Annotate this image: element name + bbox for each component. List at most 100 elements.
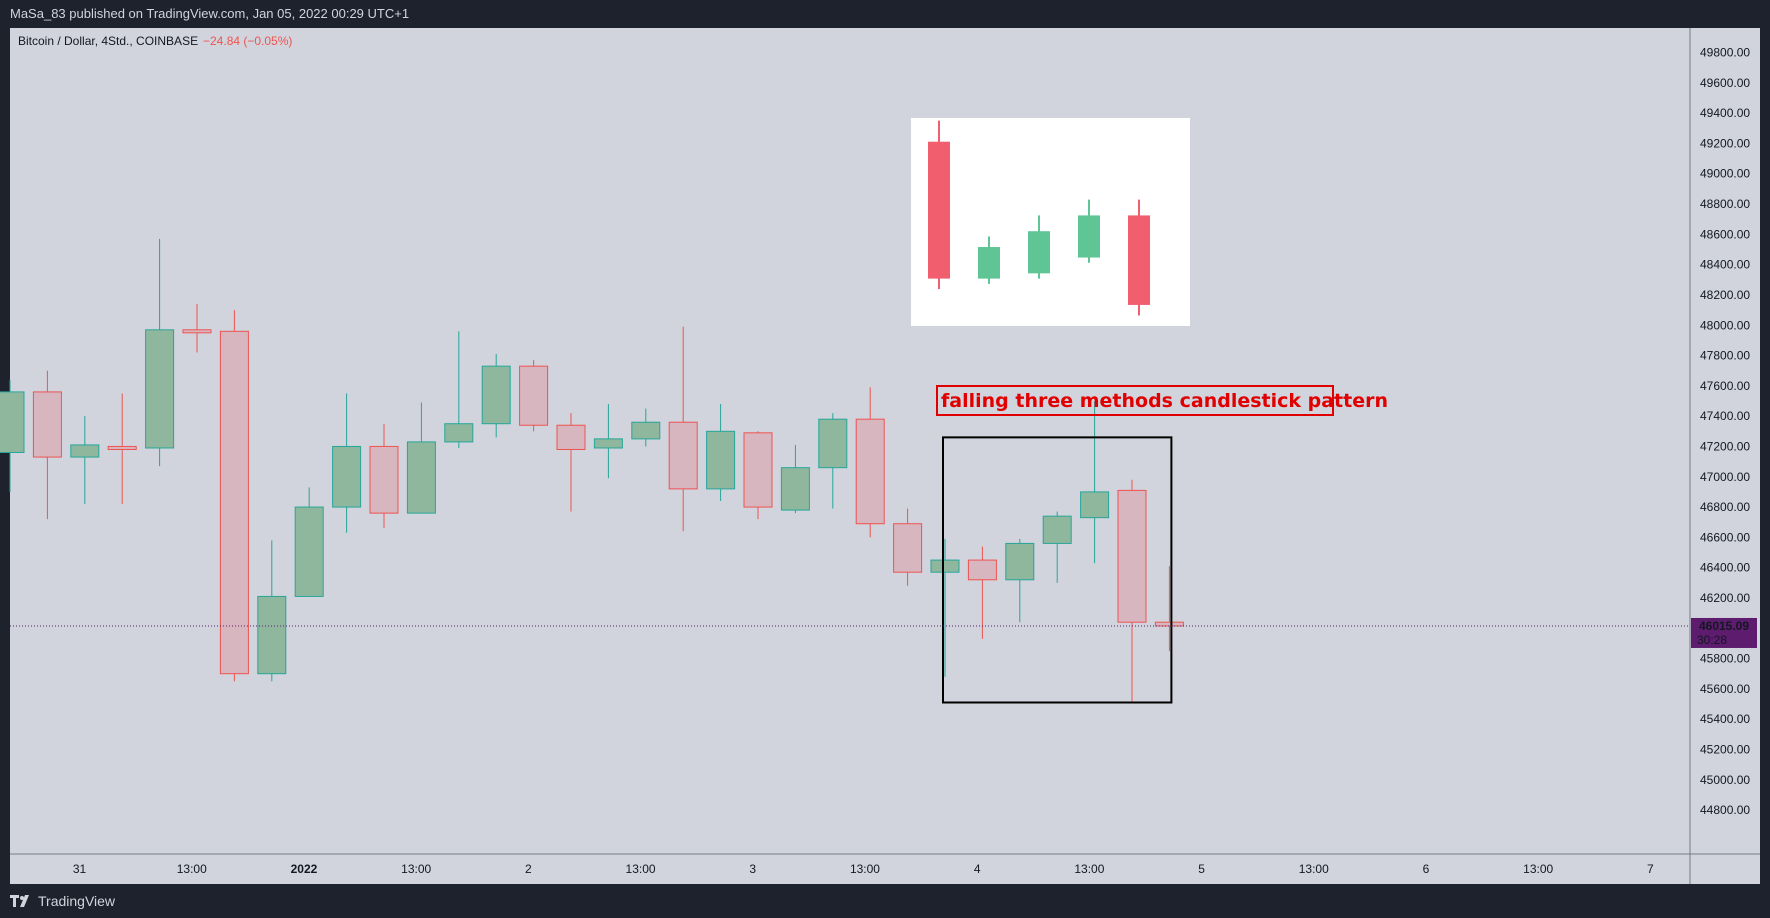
price-tick-label: 47600.00 xyxy=(1700,379,1750,393)
candle-body xyxy=(0,391,25,454)
annotation-layer: falling three methods candlestick patter… xyxy=(936,385,1388,704)
price-tick-label: 49000.00 xyxy=(1700,167,1750,181)
candle xyxy=(219,310,249,682)
price-tick-label: 48400.00 xyxy=(1700,258,1750,272)
price-tick-label: 49400.00 xyxy=(1700,106,1750,120)
price-tick-label: 46600.00 xyxy=(1700,530,1750,544)
price-tick-label: 48600.00 xyxy=(1700,227,1750,241)
candle xyxy=(668,326,698,532)
time-tick-label: 13:00 xyxy=(850,862,880,876)
time-tick-label: 7 xyxy=(1647,862,1654,876)
candle-body xyxy=(481,365,511,425)
price-tick-label: 47200.00 xyxy=(1700,439,1750,453)
price-tick-label: 47400.00 xyxy=(1700,409,1750,423)
time-tick-label: 3 xyxy=(749,862,756,876)
candle xyxy=(70,416,100,505)
candle xyxy=(743,431,773,520)
time-axis-background[interactable] xyxy=(10,854,1690,884)
candle-body xyxy=(668,421,698,490)
candle xyxy=(780,444,810,514)
candle xyxy=(556,413,586,512)
candle-body xyxy=(706,430,736,490)
pattern-label[interactable]: falling three methods candlestick patter… xyxy=(941,390,1388,412)
candle xyxy=(930,538,960,677)
time-tick-label: 6 xyxy=(1423,862,1430,876)
time-tick-label: 13:00 xyxy=(1299,862,1329,876)
candle-body xyxy=(257,595,287,675)
candle-body xyxy=(1005,542,1035,581)
candle xyxy=(444,331,474,448)
published-text: MaSa_83 published on TradingView.com, Ja… xyxy=(10,6,410,21)
candle xyxy=(257,540,287,682)
time-tick-label: 4 xyxy=(974,862,981,876)
price-tick-label: 47800.00 xyxy=(1700,349,1750,363)
candle xyxy=(706,404,736,501)
candle xyxy=(893,508,923,586)
candle xyxy=(1042,511,1072,583)
candle xyxy=(32,370,62,520)
price-tick-label: 45000.00 xyxy=(1700,773,1750,787)
candle-body xyxy=(332,445,362,508)
candle xyxy=(631,408,661,447)
candle-body xyxy=(893,523,923,573)
time-tick-label: 13:00 xyxy=(626,862,656,876)
symbol-legend: Bitcoin / Dollar, 4Std., COINBASE xyxy=(18,34,198,48)
inset-candle-body xyxy=(978,247,1000,279)
candle xyxy=(481,354,511,438)
time-tick-label: 31 xyxy=(73,862,87,876)
change-legend: −24.84 (−0.05%) xyxy=(203,34,292,48)
inset-candle-body xyxy=(1078,215,1100,258)
price-tick-label: 44800.00 xyxy=(1700,803,1750,817)
price-axis-background[interactable] xyxy=(1690,28,1760,884)
publish-info-bar: MaSa_83 published on TradingView.com, Ja… xyxy=(0,0,1770,28)
inset-candle xyxy=(1128,199,1150,316)
candle-body xyxy=(519,365,549,426)
time-tick-label: 13:00 xyxy=(1074,862,1104,876)
current-price-tag xyxy=(1691,617,1757,648)
price-tick-label: 48800.00 xyxy=(1700,197,1750,211)
price-tick-label: 45600.00 xyxy=(1700,682,1750,696)
price-tick-label: 49600.00 xyxy=(1700,76,1750,90)
tradingview-brand[interactable]: TradingView xyxy=(38,893,116,909)
pattern-label-border xyxy=(936,385,1334,416)
inset-candle xyxy=(1028,215,1050,279)
pattern-highlight-box[interactable] xyxy=(942,436,1173,704)
candle xyxy=(818,413,848,509)
candle-body xyxy=(743,432,773,508)
time-axis-labels: 31 13:00 2022 13:00 2 13:00 3 13:00 4 13:00 5 13:00… xyxy=(73,862,1654,876)
candle-body xyxy=(182,329,212,334)
time-tick-label: 13:00 xyxy=(177,862,207,876)
candle-body xyxy=(219,330,249,675)
inset-candle xyxy=(1078,199,1100,263)
tradingview-logo-icon[interactable] xyxy=(10,894,32,908)
candle-body xyxy=(294,506,324,597)
inset-candle-body xyxy=(1028,231,1050,274)
candle-body xyxy=(369,445,399,514)
candle xyxy=(182,304,212,353)
candle-body xyxy=(780,467,810,511)
time-tick-label: 13:00 xyxy=(1523,862,1553,876)
price-tick-label: 46800.00 xyxy=(1700,500,1750,514)
candle-body xyxy=(818,418,848,469)
candle-body xyxy=(855,418,885,525)
candle xyxy=(107,393,137,505)
candle xyxy=(294,487,324,597)
candle-body xyxy=(1042,515,1072,544)
inset-candle-body xyxy=(928,141,950,279)
candle-body xyxy=(145,329,175,449)
pattern-example-inset xyxy=(911,118,1190,326)
candle-body xyxy=(70,444,100,458)
candle-body xyxy=(556,424,586,450)
candle-body xyxy=(930,559,960,573)
candle-body xyxy=(1117,489,1147,623)
candle xyxy=(1117,479,1147,703)
candle xyxy=(145,238,175,467)
price-tick-label: 46200.00 xyxy=(1700,591,1750,605)
candle xyxy=(1080,401,1110,564)
price-tick-label: 49200.00 xyxy=(1700,136,1750,150)
price-axis-labels: 44800.00 45000.00 45200.00 45400.00 45600.00… xyxy=(1700,46,1750,818)
candles-layer xyxy=(0,238,1184,703)
